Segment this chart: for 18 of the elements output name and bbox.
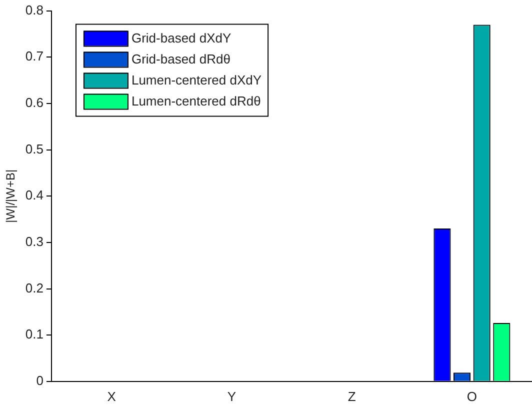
y-tick-label: 0.6 <box>25 95 44 110</box>
y-tick-label: 0.8 <box>25 2 44 18</box>
legend-label: Lumen-centered dRdθ <box>131 93 261 108</box>
x-tick-label: Y <box>227 388 236 404</box>
y-tick-label: 0.5 <box>25 141 44 156</box>
y-tick-label: 0.7 <box>25 48 44 64</box>
legend-label: Grid-based dRdθ <box>131 51 230 66</box>
y-tick-label: 0.2 <box>25 280 44 296</box>
x-tick-label: O <box>466 388 477 404</box>
legend-label: Lumen-centered dXdY <box>131 72 262 88</box>
legend-label: Grid-based dXdY <box>131 30 232 46</box>
x-tick-label: Z <box>348 388 356 404</box>
y-tick-label: 0.4 <box>25 188 44 203</box>
y-tick-label: 0.1 <box>25 326 44 342</box>
y-axis-title: |W|/|W+B| <box>4 169 18 223</box>
x-tick-label: X <box>107 388 116 404</box>
y-tick-label: 0.3 <box>25 234 44 250</box>
y-tick-label: 0 <box>36 372 44 388</box>
